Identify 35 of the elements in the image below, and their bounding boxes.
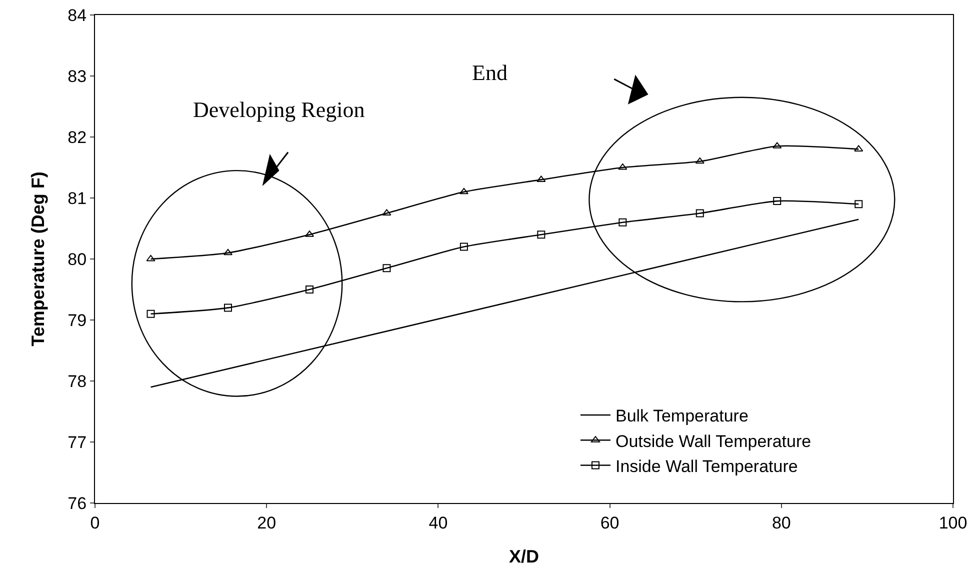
point: [223, 248, 233, 256]
point: [460, 242, 468, 251]
legend-label: Inside Wall Temperature: [615, 456, 798, 476]
point: [306, 286, 314, 294]
y-tick-label: 81: [68, 188, 87, 208]
legend-label: Outside Wall Temperature: [615, 432, 812, 451]
point: [382, 264, 391, 272]
y-tick-label: 82: [68, 128, 87, 147]
x-tick-label: 80: [772, 513, 791, 532]
point: [618, 218, 627, 226]
point: [459, 188, 468, 194]
point: [854, 200, 863, 208]
annotation: Developing Region: [193, 97, 365, 122]
point: [537, 230, 546, 239]
x-tick-label: 0: [90, 513, 100, 532]
legend-label: Bulk Temperature: [615, 406, 748, 426]
x-tick-label: 100: [938, 513, 968, 532]
y-tick-label: 84: [68, 6, 87, 25]
y-tick-label: 78: [68, 372, 87, 391]
point: [773, 197, 782, 206]
point: [695, 157, 704, 164]
point: [696, 209, 704, 218]
y-tick-label: 76: [68, 494, 87, 513]
x-tick-label: 60: [600, 513, 620, 532]
y-tick-label: 79: [68, 310, 87, 330]
point: [146, 310, 155, 318]
y-tick-label: 83: [68, 66, 87, 86]
x-tick-label: 20: [257, 513, 276, 532]
x-axis-title: X/D: [508, 546, 540, 566]
point: [224, 304, 232, 312]
x-tick-label: 40: [428, 513, 448, 532]
annotation: End: [472, 60, 508, 85]
y-tick-label: 77: [68, 432, 87, 452]
y-tick-label: 80: [68, 250, 87, 269]
y-axis-title: Temperature (Deg F): [28, 172, 48, 346]
